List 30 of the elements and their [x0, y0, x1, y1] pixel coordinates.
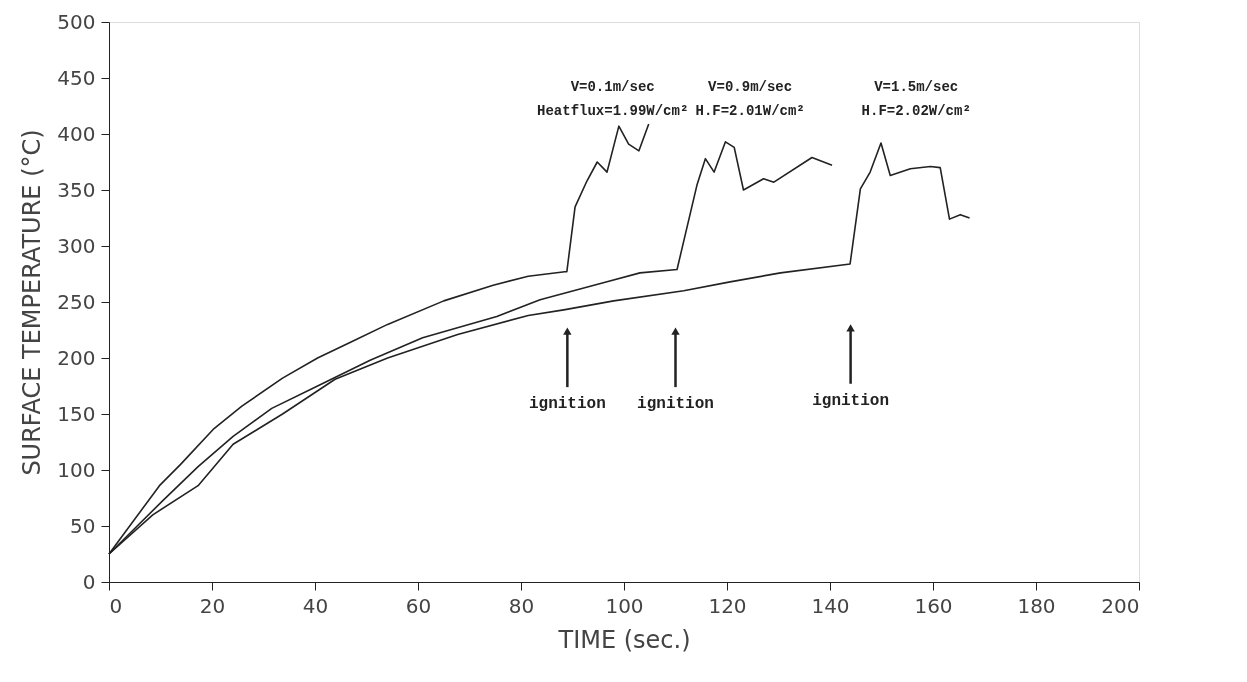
y-tick-label: 250 — [57, 289, 96, 314]
x-axis-title: TIME (sec.) — [557, 625, 691, 654]
x-tick-label: 80 — [508, 593, 535, 618]
x-tick-label: 180 — [1017, 593, 1056, 618]
text: V=0.9m/sec H.F=2.01W/cm² — [695, 78, 805, 119]
y-tick-label: 50 — [70, 513, 96, 538]
annotation: ignition — [528, 395, 606, 414]
x-tick-label: 120 — [708, 593, 747, 618]
x-tick-label: 40 — [302, 593, 329, 618]
y-tick-label: 0 — [82, 569, 96, 594]
y-tick-label: 150 — [57, 401, 96, 426]
text: V=1.5m/sec H.F=2.02W/cm² — [861, 78, 971, 119]
y-tick-label: 200 — [57, 345, 96, 370]
y-tick-label: 400 — [57, 121, 96, 146]
y-tick-label: 450 — [57, 65, 96, 90]
annotation: ignition — [637, 395, 714, 414]
x-tick-label: 100 — [605, 593, 644, 618]
series-label: V=0.1m/sec Heatflux=1.99W/cm² — [537, 78, 689, 119]
x-tick-label: 140 — [811, 593, 850, 618]
y-tick-label: 500 — [57, 9, 96, 34]
x-tick-label: 0 — [109, 593, 123, 618]
x-tick-label: 160 — [914, 593, 953, 618]
y-tick-label: 100 — [57, 457, 96, 482]
x-tick-label: 200 — [1101, 593, 1140, 618]
annotation: ignition — [812, 391, 890, 410]
y-tick-label: 350 — [57, 177, 96, 202]
y-axis-title: SURFACE TEMPERATURE (°C) — [18, 129, 47, 476]
y-tick-label: 300 — [57, 233, 96, 258]
x-tick-label: 20 — [199, 593, 226, 618]
x-tick-label: 60 — [405, 593, 432, 618]
